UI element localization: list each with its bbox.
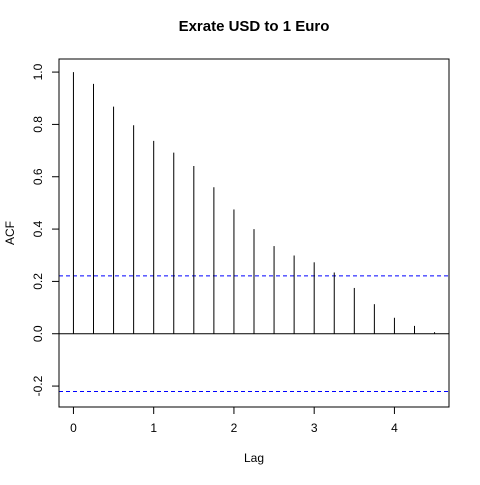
y-tick-label: 0.4 [31,220,45,237]
x-axis-label: Lag [244,451,264,465]
y-tick-label: 1.0 [31,63,45,80]
y-tick-label: 0.2 [31,273,45,290]
x-tick-label: 2 [231,421,238,435]
y-axis-label: ACF [3,221,17,245]
x-tick-label: 0 [70,421,77,435]
chart-title: Exrate USD to 1 Euro [179,18,330,35]
marks-layer [59,72,449,393]
y-tick-label: 0.8 [31,116,45,133]
y-tick-label: 0.6 [31,168,45,185]
y-axis: -0.2 0.0 0.2 0.4 0.6 0.8 1.0 [31,63,60,396]
y-tick-label: -0.2 [31,375,45,396]
x-tick-label: 4 [391,421,398,435]
x-axis: 0 1 2 3 4 [70,406,398,435]
x-tick-label: 1 [150,421,157,435]
x-tick-label: 3 [311,421,318,435]
y-tick-label: 0.0 [31,325,45,342]
